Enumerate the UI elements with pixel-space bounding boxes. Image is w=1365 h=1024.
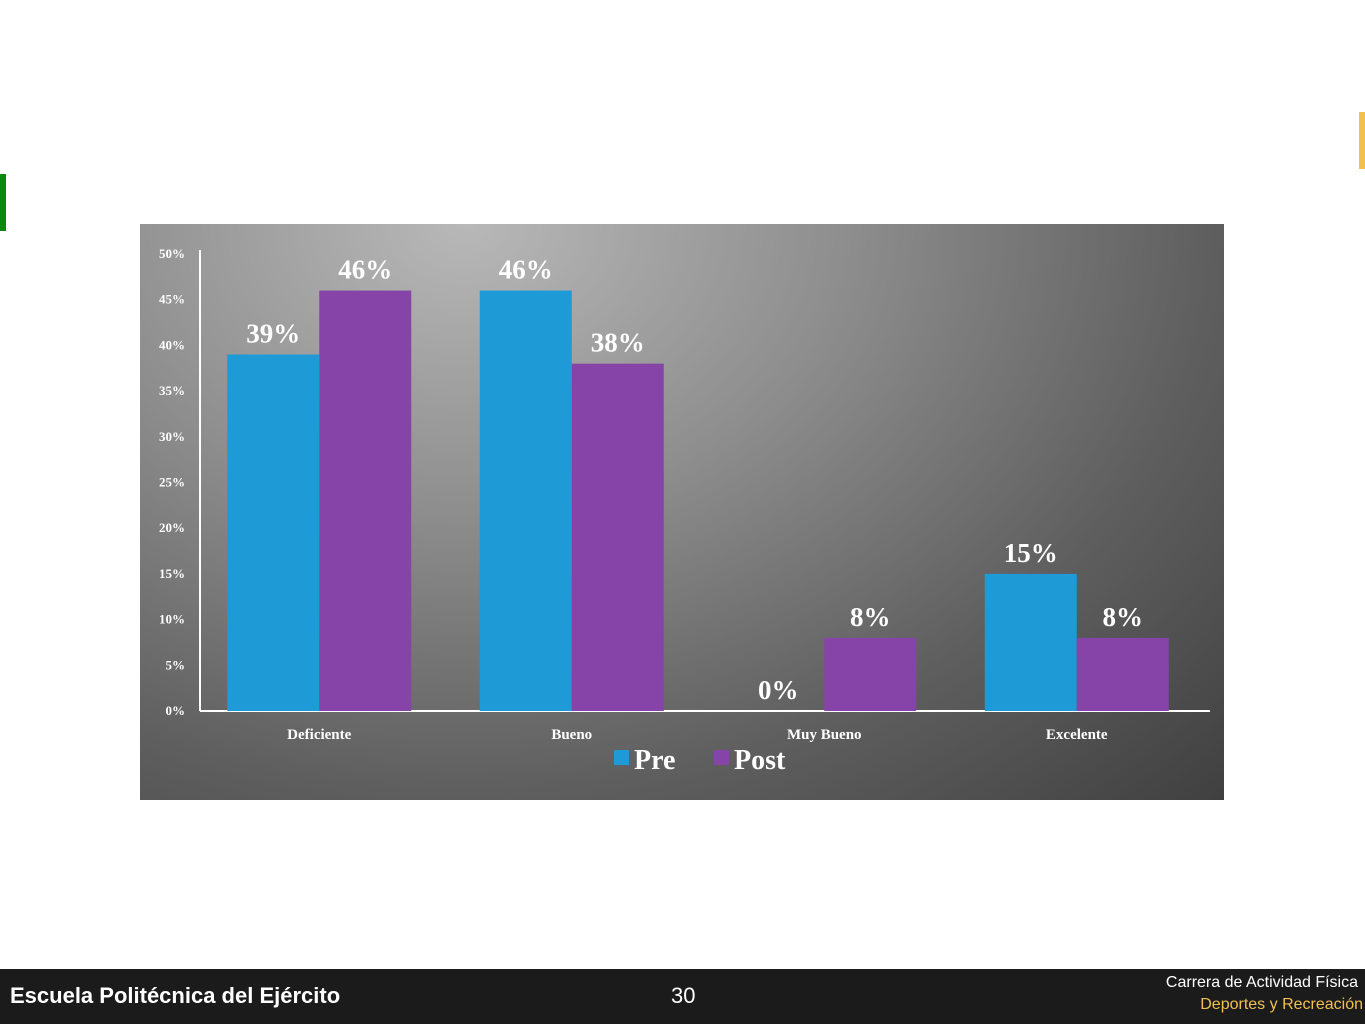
- data-label: 38%: [591, 328, 645, 358]
- y-tick-label: 45%: [159, 292, 185, 307]
- data-label: 15%: [1004, 538, 1058, 568]
- bar-post-bueno: [571, 363, 664, 711]
- data-label: 46%: [499, 255, 553, 285]
- page-number: 30: [671, 983, 696, 1008]
- legend-swatch-pre: [614, 750, 629, 765]
- footer-school-name: Escuela Politécnica del Ejército: [10, 983, 341, 1008]
- y-tick-label: 30%: [159, 429, 185, 444]
- bar-post-deficiente: [319, 290, 412, 711]
- data-labels: 39% 46% 46% 38% 0% 8% 15% 8%: [246, 255, 1143, 705]
- y-tick-label: 20%: [159, 520, 185, 535]
- footer-bar: Escuela Politécnica del Ejército 30 Carr…: [0, 969, 1365, 1024]
- bar-pre-deficiente: [227, 354, 320, 711]
- data-label: 39%: [246, 319, 300, 349]
- bar-chart: 0% 5% 10% 15% 20% 25% 30% 35% 40% 45% 50% 39% 46% 46…: [159, 246, 1210, 776]
- footer-career-line2: Deportes y Recreación: [1200, 996, 1363, 1013]
- bar-post-excelente: [1076, 637, 1169, 711]
- category-label: Muy Bueno: [787, 727, 862, 743]
- chart-panel: 0% 5% 10% 15% 20% 25% 30% 35% 40% 45% 50% 39% 46% 46…: [140, 224, 1224, 800]
- category-labels: Deficiente Bueno Muy Bueno Excelente: [287, 727, 1108, 743]
- data-label: 8%: [1103, 602, 1144, 632]
- y-tick-label: 35%: [159, 383, 185, 398]
- bar-pre-excelente: [984, 573, 1077, 711]
- legend-swatch-post: [714, 750, 729, 765]
- y-tick-label: 25%: [159, 475, 185, 490]
- footer-career-line1: Carrera de Actividad Física: [1165, 974, 1358, 991]
- data-label: 46%: [338, 255, 392, 285]
- y-tick-label: 40%: [159, 337, 185, 352]
- category-label: Bueno: [551, 727, 592, 743]
- legend-label-post: Post: [734, 745, 786, 776]
- category-label: Deficiente: [287, 727, 351, 743]
- data-label: 0%: [758, 675, 799, 705]
- y-tick-label: 10%: [159, 612, 185, 627]
- bar-post-muy-bueno: [824, 637, 917, 711]
- bar-pre-bueno: [479, 290, 572, 711]
- chart-bars: [227, 290, 1169, 711]
- green-accent-bar: [0, 174, 6, 231]
- y-tick-label: 0%: [166, 703, 186, 718]
- y-tick-labels: 0% 5% 10% 15% 20% 25% 30% 35% 40% 45% 50%: [159, 246, 185, 718]
- data-label: 8%: [850, 602, 891, 632]
- y-tick-label: 50%: [159, 246, 185, 261]
- yellow-accent-bar: [1359, 112, 1365, 169]
- chart-legend: Pre Post: [614, 745, 786, 776]
- legend-label-pre: Pre: [634, 745, 675, 776]
- category-label: Excelente: [1046, 727, 1108, 743]
- y-tick-label: 15%: [159, 566, 185, 581]
- y-tick-label: 5%: [166, 657, 186, 672]
